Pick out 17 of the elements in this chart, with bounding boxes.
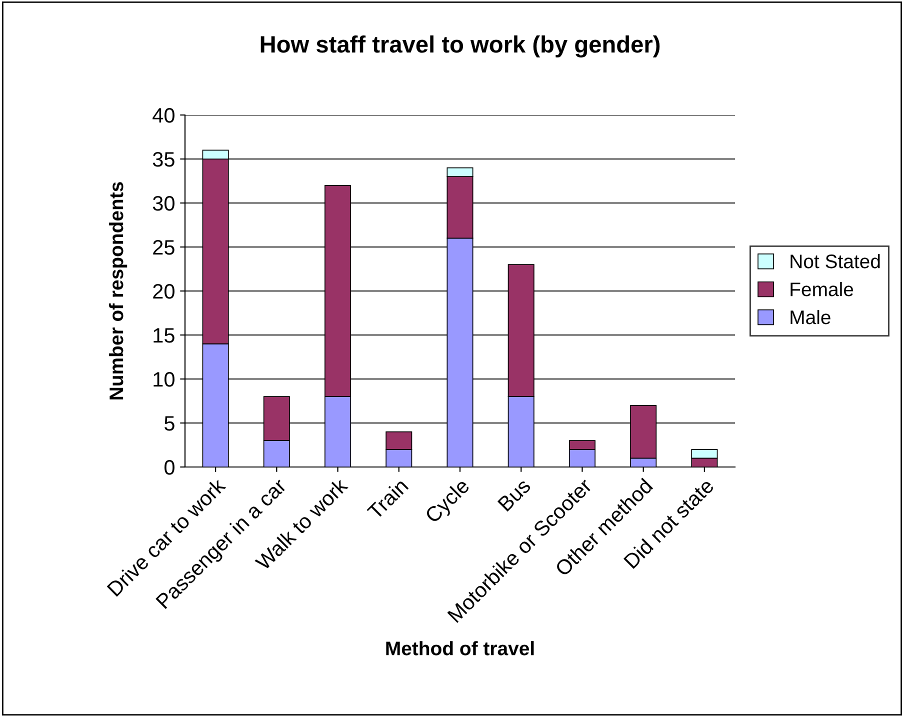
y-tick-label: 10	[154, 372, 174, 387]
legend-label: Not Stated	[790, 254, 880, 268]
y-tick-label: 40	[152, 108, 174, 123]
y-tick-label: 0	[164, 460, 174, 475]
x-tick-label: Bus	[497, 478, 532, 512]
chart-title: How staff travel to work (by gender)	[260, 35, 660, 58]
y-tick-label: 35	[152, 152, 174, 167]
y-axis-title: Number of respondents	[108, 182, 128, 400]
y-tick-label: 5	[164, 416, 174, 431]
y-tick-label: 30	[152, 196, 174, 211]
x-axis-title: Method of travel	[386, 641, 534, 656]
x-tick-label: Train	[366, 478, 409, 520]
y-tick-label: 15	[154, 328, 174, 343]
legend-label: Male	[790, 310, 830, 324]
y-tick-label: 25	[153, 240, 174, 255]
legend-label: Female	[790, 282, 854, 296]
y-tick-label: 20	[153, 284, 174, 299]
